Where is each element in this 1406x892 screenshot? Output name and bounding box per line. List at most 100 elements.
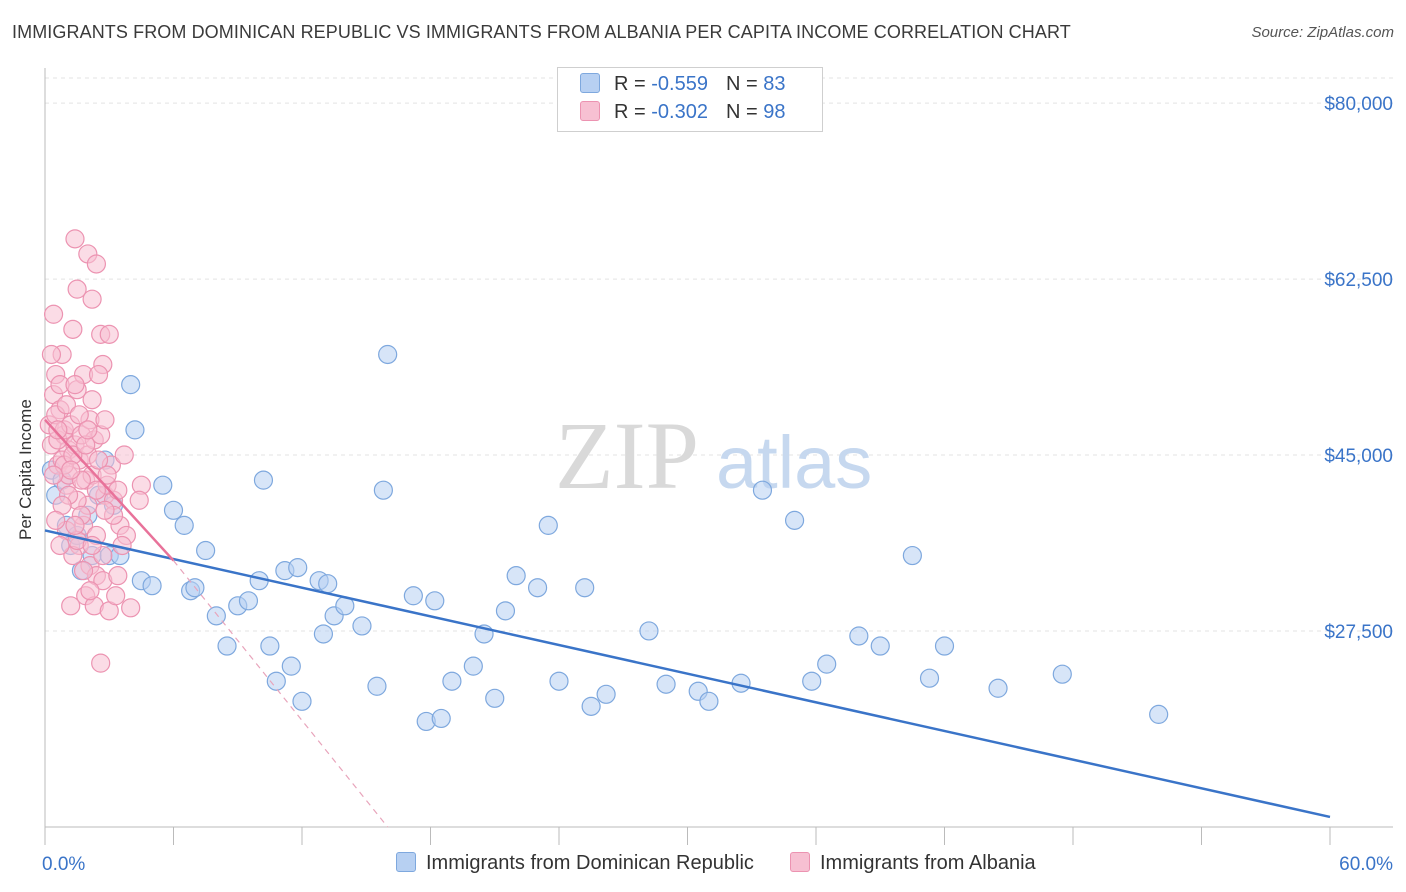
point-dominican[interactable] [318, 574, 338, 594]
point-albania[interactable] [88, 450, 109, 470]
legend-swatch-blue [580, 73, 600, 93]
point-albania[interactable] [82, 390, 102, 410]
point-albania[interactable] [91, 653, 111, 673]
point-dominican[interactable] [752, 480, 773, 500]
point-albania[interactable] [69, 405, 89, 425]
legend: R = -0.559 N = 83 R = -0.302 N = 98 [557, 67, 823, 132]
point-albania[interactable] [46, 510, 66, 530]
point-dominican[interactable] [367, 676, 387, 696]
point-albania[interactable] [88, 364, 109, 385]
point-dominican[interactable] [288, 558, 308, 578]
point-albania[interactable] [82, 289, 102, 309]
point-dominican[interactable] [699, 691, 719, 711]
point-dominican[interactable] [217, 636, 237, 656]
point-dominican[interactable] [784, 510, 805, 530]
point-dominican[interactable] [378, 344, 398, 365]
point-dominican[interactable] [260, 636, 280, 656]
point-dominican[interactable] [1052, 664, 1072, 684]
point-dominican[interactable] [425, 591, 445, 611]
legend-row-albania: R = -0.302 N = 98 [580, 101, 785, 127]
point-dominican[interactable] [549, 671, 569, 691]
point-dominican[interactable] [802, 671, 822, 691]
legend-n-label-2: N = [725, 101, 764, 123]
point-albania[interactable] [108, 480, 128, 500]
point-albania[interactable] [61, 460, 81, 480]
point-dominican[interactable] [403, 586, 423, 606]
point-albania[interactable] [99, 324, 119, 344]
legend-row-dominican: R = -0.559 N = 83 [580, 73, 785, 99]
point-dominican[interactable] [292, 691, 312, 711]
point-dominican[interactable] [988, 678, 1008, 698]
point-dominican[interactable] [817, 654, 837, 674]
point-dominican[interactable] [656, 674, 676, 694]
watermark-atlas: atlas [716, 421, 872, 504]
point-dominican[interactable] [313, 624, 334, 644]
point-albania[interactable] [86, 254, 107, 274]
point-dominican[interactable] [870, 636, 890, 656]
point-dominican[interactable] [596, 684, 616, 704]
point-dominican[interactable] [431, 708, 451, 729]
point-albania[interactable] [86, 480, 107, 500]
point-albania[interactable] [108, 566, 128, 586]
point-dominican[interactable] [1149, 704, 1169, 724]
point-albania[interactable] [95, 410, 115, 430]
point-dominican[interactable] [495, 601, 516, 621]
point-albania[interactable] [65, 229, 85, 249]
point-dominican[interactable] [125, 420, 145, 440]
point-albania[interactable] [48, 420, 68, 440]
point-dominican[interactable] [206, 606, 226, 626]
point-dominican[interactable] [463, 656, 483, 676]
point-albania[interactable] [78, 420, 98, 440]
point-dominican[interactable] [506, 566, 526, 586]
point-dominican[interactable] [442, 671, 462, 691]
bottom-legend-label-1: Immigrants from Dominican Republic [426, 852, 754, 874]
point-dominican[interactable] [538, 515, 558, 535]
point-albania[interactable] [63, 319, 83, 339]
point-dominican[interactable] [902, 545, 922, 566]
point-dominican[interactable] [485, 688, 505, 708]
point-dominican[interactable] [163, 500, 184, 520]
y-tick-label: $62,500 [1324, 270, 1393, 291]
point-dominican[interactable] [121, 375, 141, 395]
point-dominican[interactable] [581, 696, 601, 716]
point-albania[interactable] [97, 465, 117, 485]
point-dominican[interactable] [639, 621, 659, 641]
point-albania[interactable] [41, 344, 62, 365]
legend-n-value-1: 83 [763, 73, 786, 95]
point-dominican[interactable] [934, 636, 955, 656]
point-dominican[interactable] [352, 616, 372, 636]
point-albania[interactable] [65, 375, 85, 395]
point-albania[interactable] [67, 279, 87, 299]
point-dominican[interactable] [153, 475, 173, 495]
point-albania[interactable] [65, 515, 85, 535]
point-dominican[interactable] [238, 591, 259, 611]
point-albania[interactable] [80, 581, 100, 601]
legend-r-label-1: R = [614, 73, 652, 95]
point-albania[interactable] [43, 465, 64, 485]
point-albania[interactable] [121, 598, 141, 618]
point-albania[interactable] [50, 535, 70, 556]
point-dominican[interactable] [196, 540, 216, 561]
point-albania[interactable] [43, 304, 64, 324]
legend-n-value-2: 98 [763, 101, 786, 123]
point-dominican[interactable] [266, 671, 286, 691]
point-dominican[interactable] [142, 576, 162, 596]
point-dominican[interactable] [919, 668, 940, 688]
bottom-legend-swatch-pink [790, 852, 810, 872]
point-dominican[interactable] [253, 470, 274, 490]
point-albania[interactable] [106, 586, 126, 606]
point-albania[interactable] [114, 445, 134, 465]
point-albania[interactable] [56, 395, 77, 415]
point-dominican[interactable] [575, 578, 595, 598]
point-dominican[interactable] [849, 626, 869, 646]
point-albania[interactable] [61, 596, 81, 616]
point-dominican[interactable] [373, 480, 393, 500]
point-albania[interactable] [129, 490, 149, 510]
y-tick-label: $80,000 [1324, 94, 1393, 115]
point-albania[interactable] [95, 500, 115, 520]
point-albania[interactable] [73, 561, 94, 581]
point-dominican[interactable] [527, 578, 548, 598]
point-dominican[interactable] [174, 515, 194, 535]
point-dominican[interactable] [281, 656, 301, 676]
watermark-zip: ZIP [555, 402, 699, 509]
